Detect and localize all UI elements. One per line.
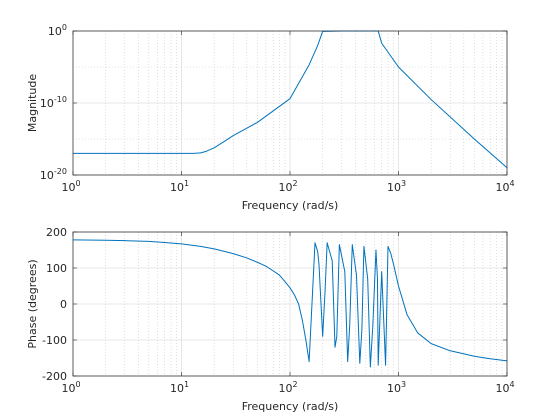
x-tick-label: 103 xyxy=(387,380,406,395)
x-tick-exponent: 3 xyxy=(401,179,406,188)
y-tick-label: 10-10 xyxy=(40,95,67,110)
x-tick-label: 101 xyxy=(170,179,189,194)
x-tick-label: 104 xyxy=(495,380,514,395)
x-tick-label: 100 xyxy=(61,179,80,194)
phase-ylabel: Phase (degrees) xyxy=(26,259,39,348)
x-tick-exponent: 3 xyxy=(401,380,406,389)
magnitude-ylabel: Magnitude xyxy=(26,74,39,133)
y-tick-label: 200 xyxy=(46,226,67,239)
magnitude-xlabel: Frequency (rad/s) xyxy=(242,199,339,212)
x-tick-exponent: 2 xyxy=(292,380,297,389)
x-tick-label: 102 xyxy=(278,179,297,194)
phase-line xyxy=(72,239,508,368)
x-tick-exponent: 1 xyxy=(184,179,189,188)
y-tick-label: 10-20 xyxy=(40,167,67,182)
y-tick-label: -200 xyxy=(42,370,67,383)
x-tick-label: 104 xyxy=(495,179,514,194)
phase-xlabel: Frequency (rad/s) xyxy=(242,400,339,413)
phase-grid xyxy=(72,231,508,377)
y-tick-exponent: -10 xyxy=(54,95,67,104)
magnitude-line xyxy=(73,30,508,169)
y-tick-label: 0 xyxy=(60,298,67,311)
x-tick-exponent: 4 xyxy=(509,179,514,188)
x-tick-label: 101 xyxy=(170,380,189,395)
x-tick-exponent: 0 xyxy=(75,179,80,188)
x-tick-exponent: 0 xyxy=(75,380,80,389)
x-tick-label: 103 xyxy=(387,179,406,194)
y-tick-label: 100 xyxy=(46,262,67,275)
y-tick-label: 100 xyxy=(48,23,67,38)
y-tick-exponent: 0 xyxy=(62,23,67,32)
x-tick-exponent: 1 xyxy=(184,380,189,389)
x-tick-label: 102 xyxy=(278,380,297,395)
x-tick-exponent: 4 xyxy=(509,380,514,389)
x-tick-exponent: 2 xyxy=(292,179,297,188)
y-tick-label: -100 xyxy=(42,334,67,347)
y-tick-exponent: -20 xyxy=(54,167,67,176)
